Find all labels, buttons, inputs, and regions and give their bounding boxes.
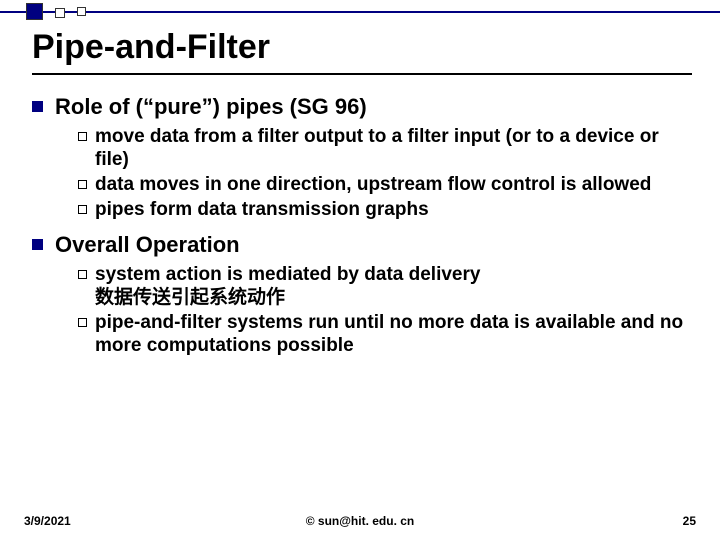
list-item-text: pipe-and-filter systems run until no mor… [95, 311, 692, 357]
slide-content: Pipe-and-Filter Role of (“pure”) pipes (… [32, 28, 692, 367]
footer-center: © sun@hit. edu. cn [0, 514, 720, 528]
list-item-text: pipes form data transmission graphs [95, 198, 429, 221]
list-item-text: system action is mediated by data delive… [95, 263, 480, 309]
section-items: move data from a filter output to a filt… [78, 125, 692, 222]
outline-square-bullet-icon [78, 132, 87, 141]
list-item-line2: 数据传送引起系统动作 [95, 286, 480, 309]
footer-page: 25 [683, 514, 696, 528]
section-heading: Overall Operation [32, 231, 692, 259]
list-item: pipe-and-filter systems run until no mor… [78, 311, 692, 357]
outline-square-bullet-icon [78, 205, 87, 214]
list-item-line1: system action is mediated by data delive… [95, 264, 480, 285]
slide-footer: 3/9/2021 © sun@hit. edu. cn 25 [0, 508, 720, 528]
section-heading: Role of (“pure”) pipes (SG 96) [32, 93, 692, 121]
header-square-filled [26, 3, 43, 20]
list-item: pipes form data transmission graphs [78, 198, 692, 221]
outline-square-bullet-icon [78, 318, 87, 327]
section-items: system action is mediated by data delive… [78, 263, 692, 358]
header-decoration [0, 0, 720, 26]
header-square-outline-2 [77, 7, 86, 16]
list-item-text: move data from a filter output to a filt… [95, 125, 692, 171]
list-item: move data from a filter output to a filt… [78, 125, 692, 171]
section-heading-text: Role of (“pure”) pipes (SG 96) [55, 93, 367, 121]
section-heading-text: Overall Operation [55, 231, 240, 259]
header-line [0, 11, 720, 13]
outline-square-bullet-icon [78, 180, 87, 189]
square-bullet-icon [32, 239, 43, 250]
list-item: system action is mediated by data delive… [78, 263, 692, 309]
title-underline [32, 73, 692, 75]
list-item-text: data moves in one direction, upstream fl… [95, 173, 651, 196]
header-square-outline-1 [55, 8, 65, 18]
outline-square-bullet-icon [78, 270, 87, 279]
list-item: data moves in one direction, upstream fl… [78, 173, 692, 196]
slide-title: Pipe-and-Filter [32, 28, 692, 73]
square-bullet-icon [32, 101, 43, 112]
